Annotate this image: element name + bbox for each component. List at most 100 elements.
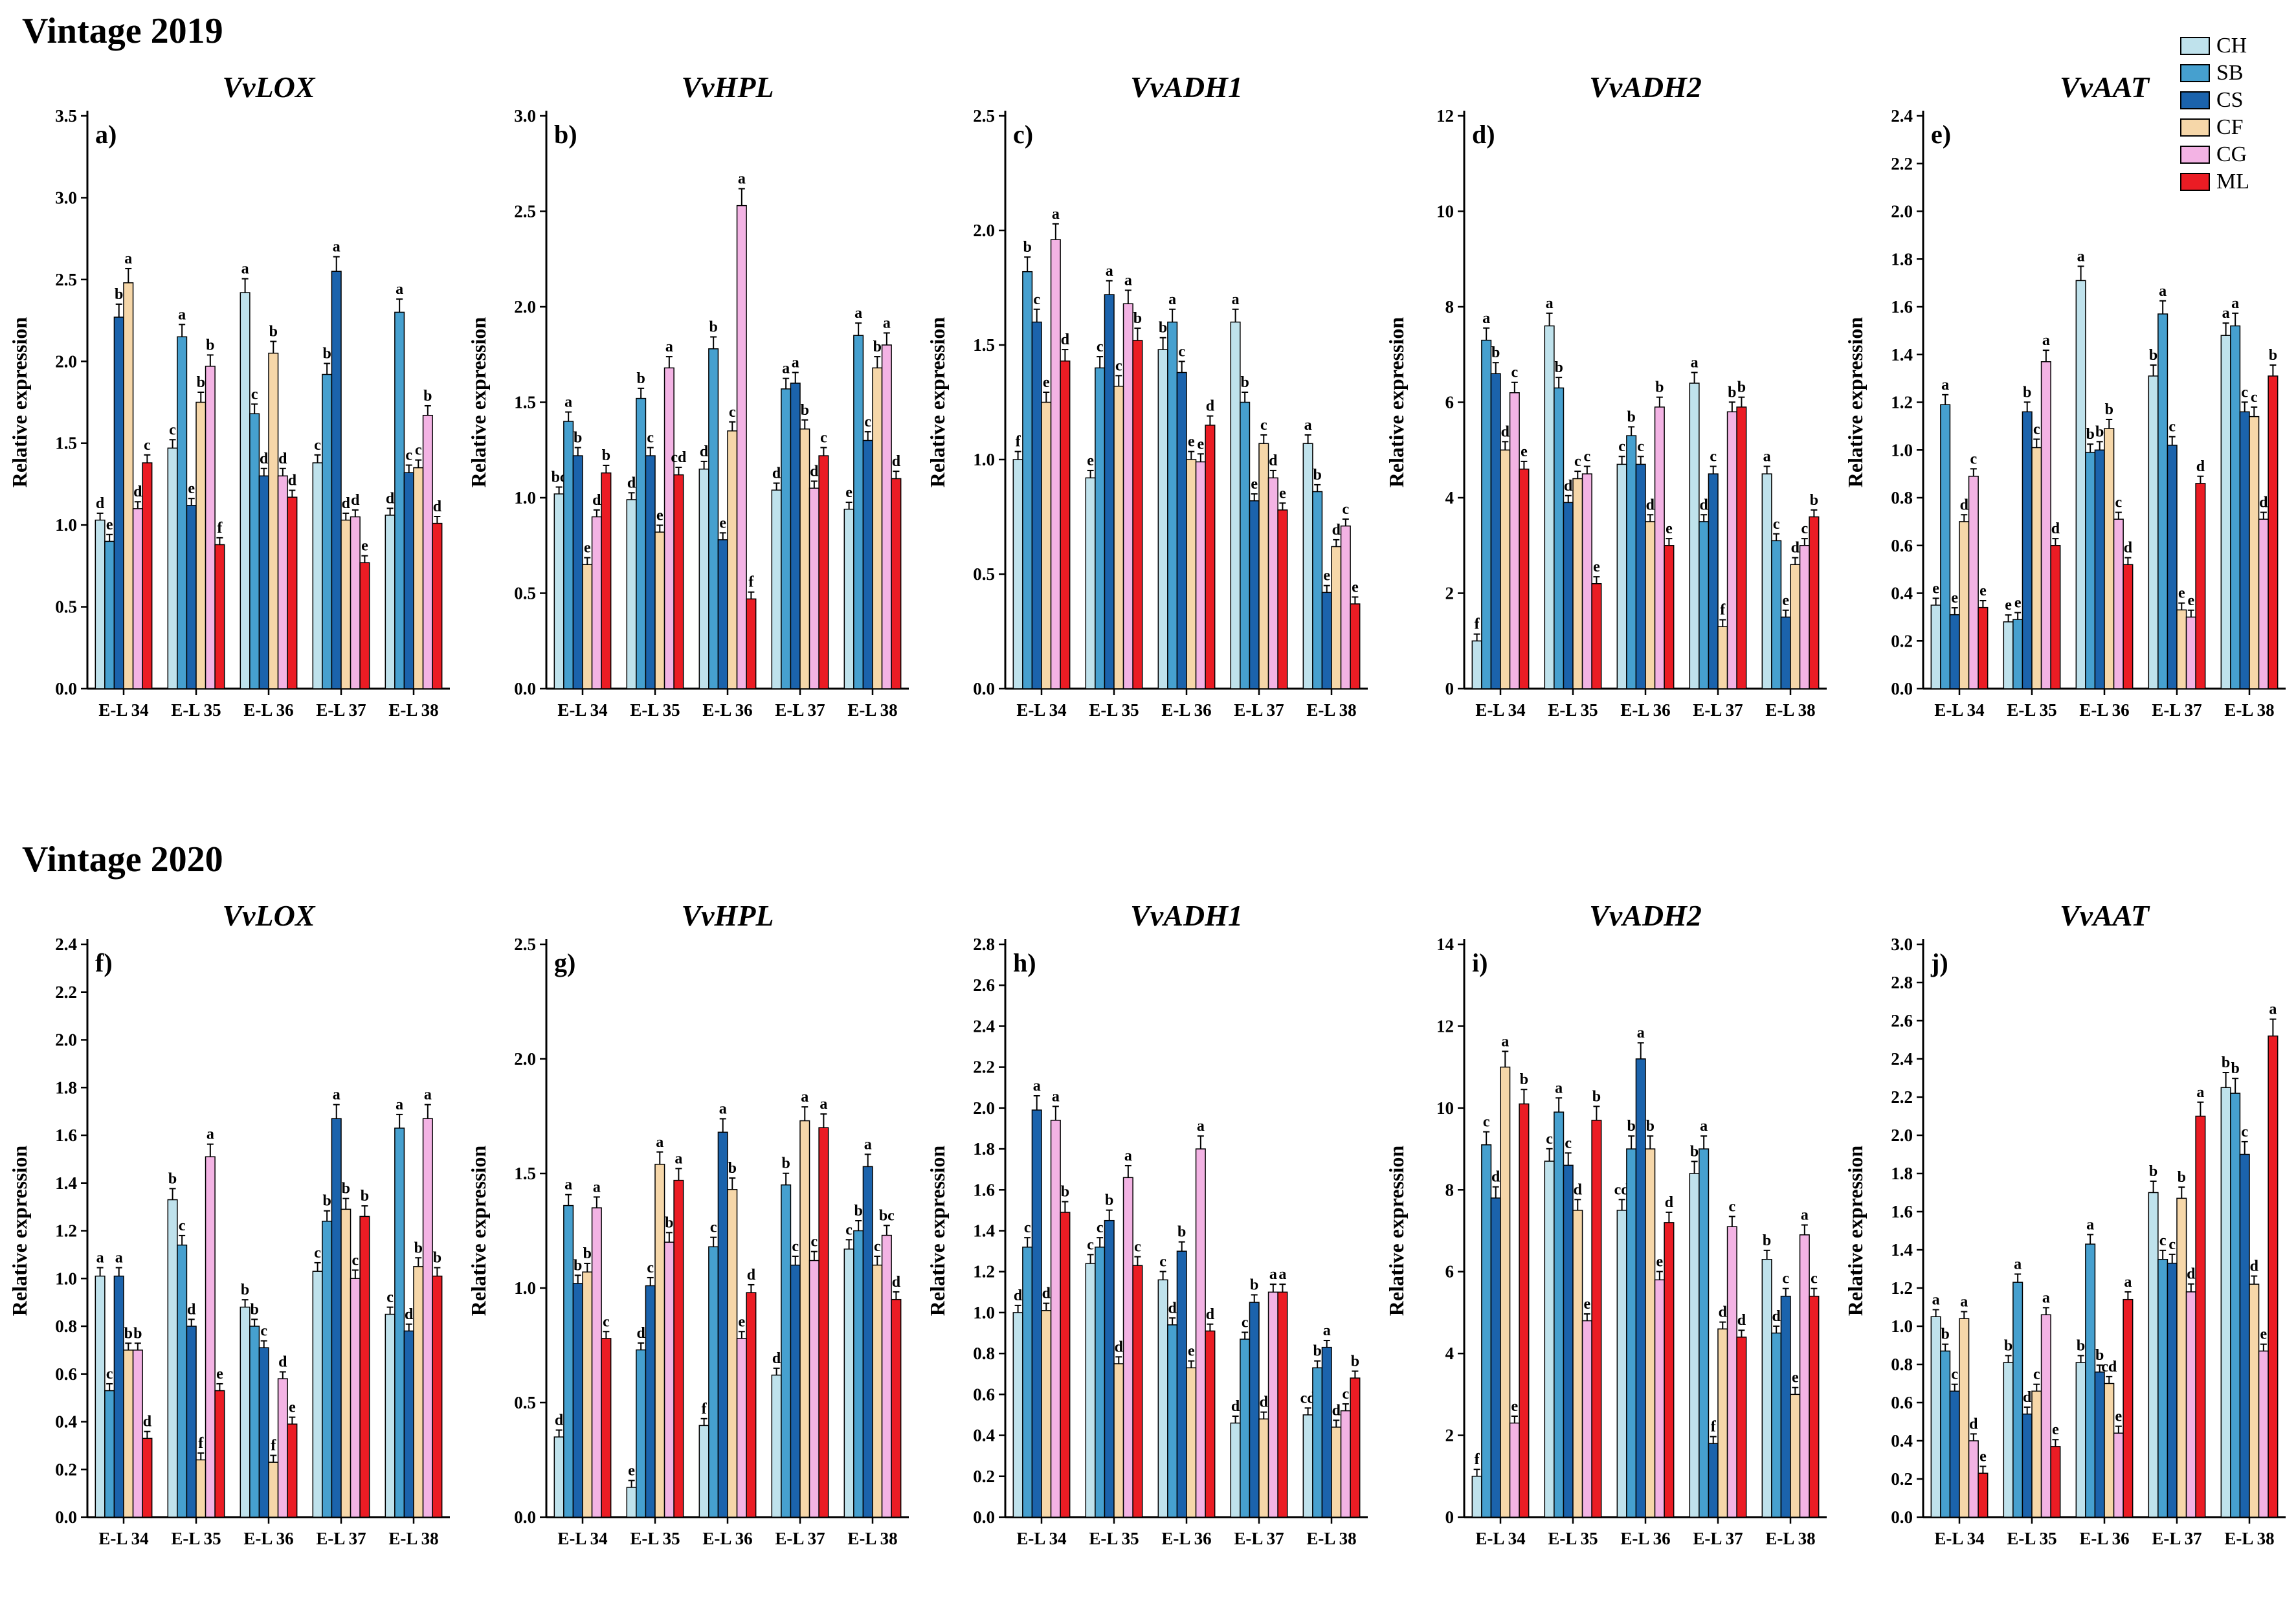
y-tick-label: 0.2	[1891, 1469, 1913, 1489]
bar-CS-E-L36	[1176, 372, 1187, 689]
bar-CG-E-L35	[2040, 1314, 2051, 1518]
sig-letter: a	[1763, 449, 1770, 465]
sig-letter: b	[574, 430, 582, 447]
sig-letter: c	[1342, 501, 1349, 518]
bar-CH-E-L35	[1544, 325, 1555, 689]
bar-CG-E-L36	[736, 1338, 747, 1518]
chart-title: VvADH1	[1130, 71, 1243, 104]
sig-letter: a	[241, 261, 249, 278]
bar-CG-E-L37	[350, 1278, 361, 1518]
bar-ML-E-L34	[1518, 1103, 1529, 1518]
bar-ML-E-L36	[286, 1423, 297, 1518]
bar-CS-E-L38	[403, 1330, 414, 1518]
bar-CH-E-L37	[2148, 1192, 2159, 1518]
bar-ML-E-L36	[1204, 425, 1215, 689]
bar-CF-E-L35	[1113, 385, 1124, 689]
y-tick-label: 1.5	[55, 434, 77, 453]
bar-CF-E-L38	[1789, 564, 1800, 689]
sig-letter: e	[1656, 1254, 1663, 1271]
bar-CH-E-L38	[385, 1313, 396, 1518]
y-tick-label: 0	[1445, 679, 1454, 698]
sig-letter: c	[647, 430, 654, 447]
sig-letter: e	[1666, 520, 1673, 537]
bar-ML-E-L36	[1663, 1222, 1674, 1518]
x-tick-label: E-L 37	[1234, 1529, 1284, 1548]
bar-CH-E-L35	[626, 1487, 637, 1518]
bar-ML-E-L38	[431, 522, 442, 689]
sig-letter: b	[2221, 1054, 2229, 1071]
x-tick-label: E-L 37	[2152, 700, 2201, 720]
legend-item-CS: CS	[2180, 88, 2249, 113]
y-tick-label: 8	[1445, 297, 1454, 317]
bar-CF-E-L34	[1499, 449, 1510, 689]
bar-CH-E-L36	[698, 1425, 709, 1518]
bar-ML-E-L35	[214, 1390, 225, 1518]
x-tick-label: E-L 35	[1089, 700, 1139, 720]
legend-swatch-CF	[2180, 118, 2210, 137]
x-tick-label: E-L 35	[630, 700, 680, 720]
bar-CG-E-L34	[1509, 392, 1520, 689]
bar-CG-E-L38	[881, 1234, 892, 1518]
chart-panel-h: VvADH1 h) Relative expression 0.0 0.2 0.4 0.6 0…	[926, 899, 1368, 1548]
bar-SB-E-L38	[394, 1128, 405, 1518]
y-tick-label: 1.0	[973, 1303, 995, 1322]
bar-CH-E-L38	[2220, 1087, 2231, 1518]
bar-SB-E-L35	[1553, 1111, 1564, 1518]
sig-letter: a	[2269, 1001, 2277, 1018]
sig-letter: d	[810, 463, 819, 480]
bar-ML-E-L35	[1590, 583, 1601, 689]
bar-ML-E-L36	[1663, 545, 1674, 689]
y-tick-label: 12	[1436, 1016, 1454, 1036]
x-tick-label: E-L 36	[243, 1529, 293, 1548]
bar-CH-E-L35	[626, 499, 637, 689]
bar-CH-E-L36	[1157, 1279, 1168, 1518]
sig-letter: a	[396, 1096, 403, 1113]
chart-cell-a: VvLOX a) Relative expression 0.0 0.5 1.0 1.5 2.…	[0, 67, 459, 766]
sig-letter: d	[746, 1267, 755, 1283]
bar-CF-E-L37	[1258, 443, 1269, 689]
bar-SB-E-L35	[635, 1349, 646, 1518]
bar-ML-E-L38	[890, 1298, 901, 1518]
bar-CG-E-L37	[350, 516, 361, 689]
sig-letter: b	[423, 388, 432, 405]
sig-letter: a	[782, 361, 790, 377]
bar-ML-E-L37	[1735, 406, 1746, 689]
bar-CH-E-L34	[1471, 1476, 1482, 1518]
sig-letter: c	[603, 1313, 610, 1330]
sig-letter: f	[1710, 1419, 1716, 1436]
bar-CH-E-L38	[843, 508, 854, 689]
chart-title: VvLOX	[222, 899, 315, 932]
legend-item-SB: SB	[2180, 61, 2249, 85]
y-tick-label: 0.6	[973, 1384, 995, 1404]
y-tick-label: 4	[1445, 488, 1454, 507]
bar-CF-E-L35	[2031, 1390, 2042, 1518]
sig-letter: c	[1801, 520, 1808, 537]
y-tick-label: 0.0	[1891, 1507, 1913, 1527]
legend-label-SB: SB	[2216, 61, 2244, 85]
bar-CH-E-L35	[1085, 477, 1096, 689]
bar-ML-E-L34	[141, 462, 152, 689]
y-axis-label: Relative expression	[8, 317, 31, 488]
sig-letter: a	[2231, 295, 2239, 312]
x-tick-label: E-L 34	[1016, 1529, 1066, 1548]
bar-CG-E-L37	[1267, 477, 1278, 689]
bar-ML-E-L37	[359, 562, 370, 689]
bar-ML-E-L37	[1276, 1291, 1287, 1518]
sig-letter: b	[1313, 1343, 1321, 1360]
y-tick-label: 1.6	[1891, 1202, 1913, 1221]
bar-SB-E-L37	[780, 388, 791, 689]
y-tick-label: 0.5	[514, 1393, 536, 1412]
bar-ML-E-L38	[890, 478, 901, 689]
y-tick-label: 12	[1436, 106, 1454, 126]
y-axis-label: Relative expression	[1844, 317, 1867, 488]
sig-letter: c	[351, 1252, 359, 1269]
x-tick-label: E-L 35	[171, 700, 221, 720]
sig-letter: e	[2115, 1408, 2122, 1425]
bar-CG-E-L36	[277, 1378, 288, 1518]
bar-SB-E-L36	[1166, 1324, 1177, 1518]
sig-letter: b	[414, 1239, 422, 1256]
bar-CS-E-L38	[1321, 1346, 1332, 1518]
legend: CH SB CS CF CG ML	[2180, 34, 2249, 194]
bar-CH-E-L36	[698, 469, 709, 689]
y-tick-label: 1.4	[55, 1173, 77, 1193]
